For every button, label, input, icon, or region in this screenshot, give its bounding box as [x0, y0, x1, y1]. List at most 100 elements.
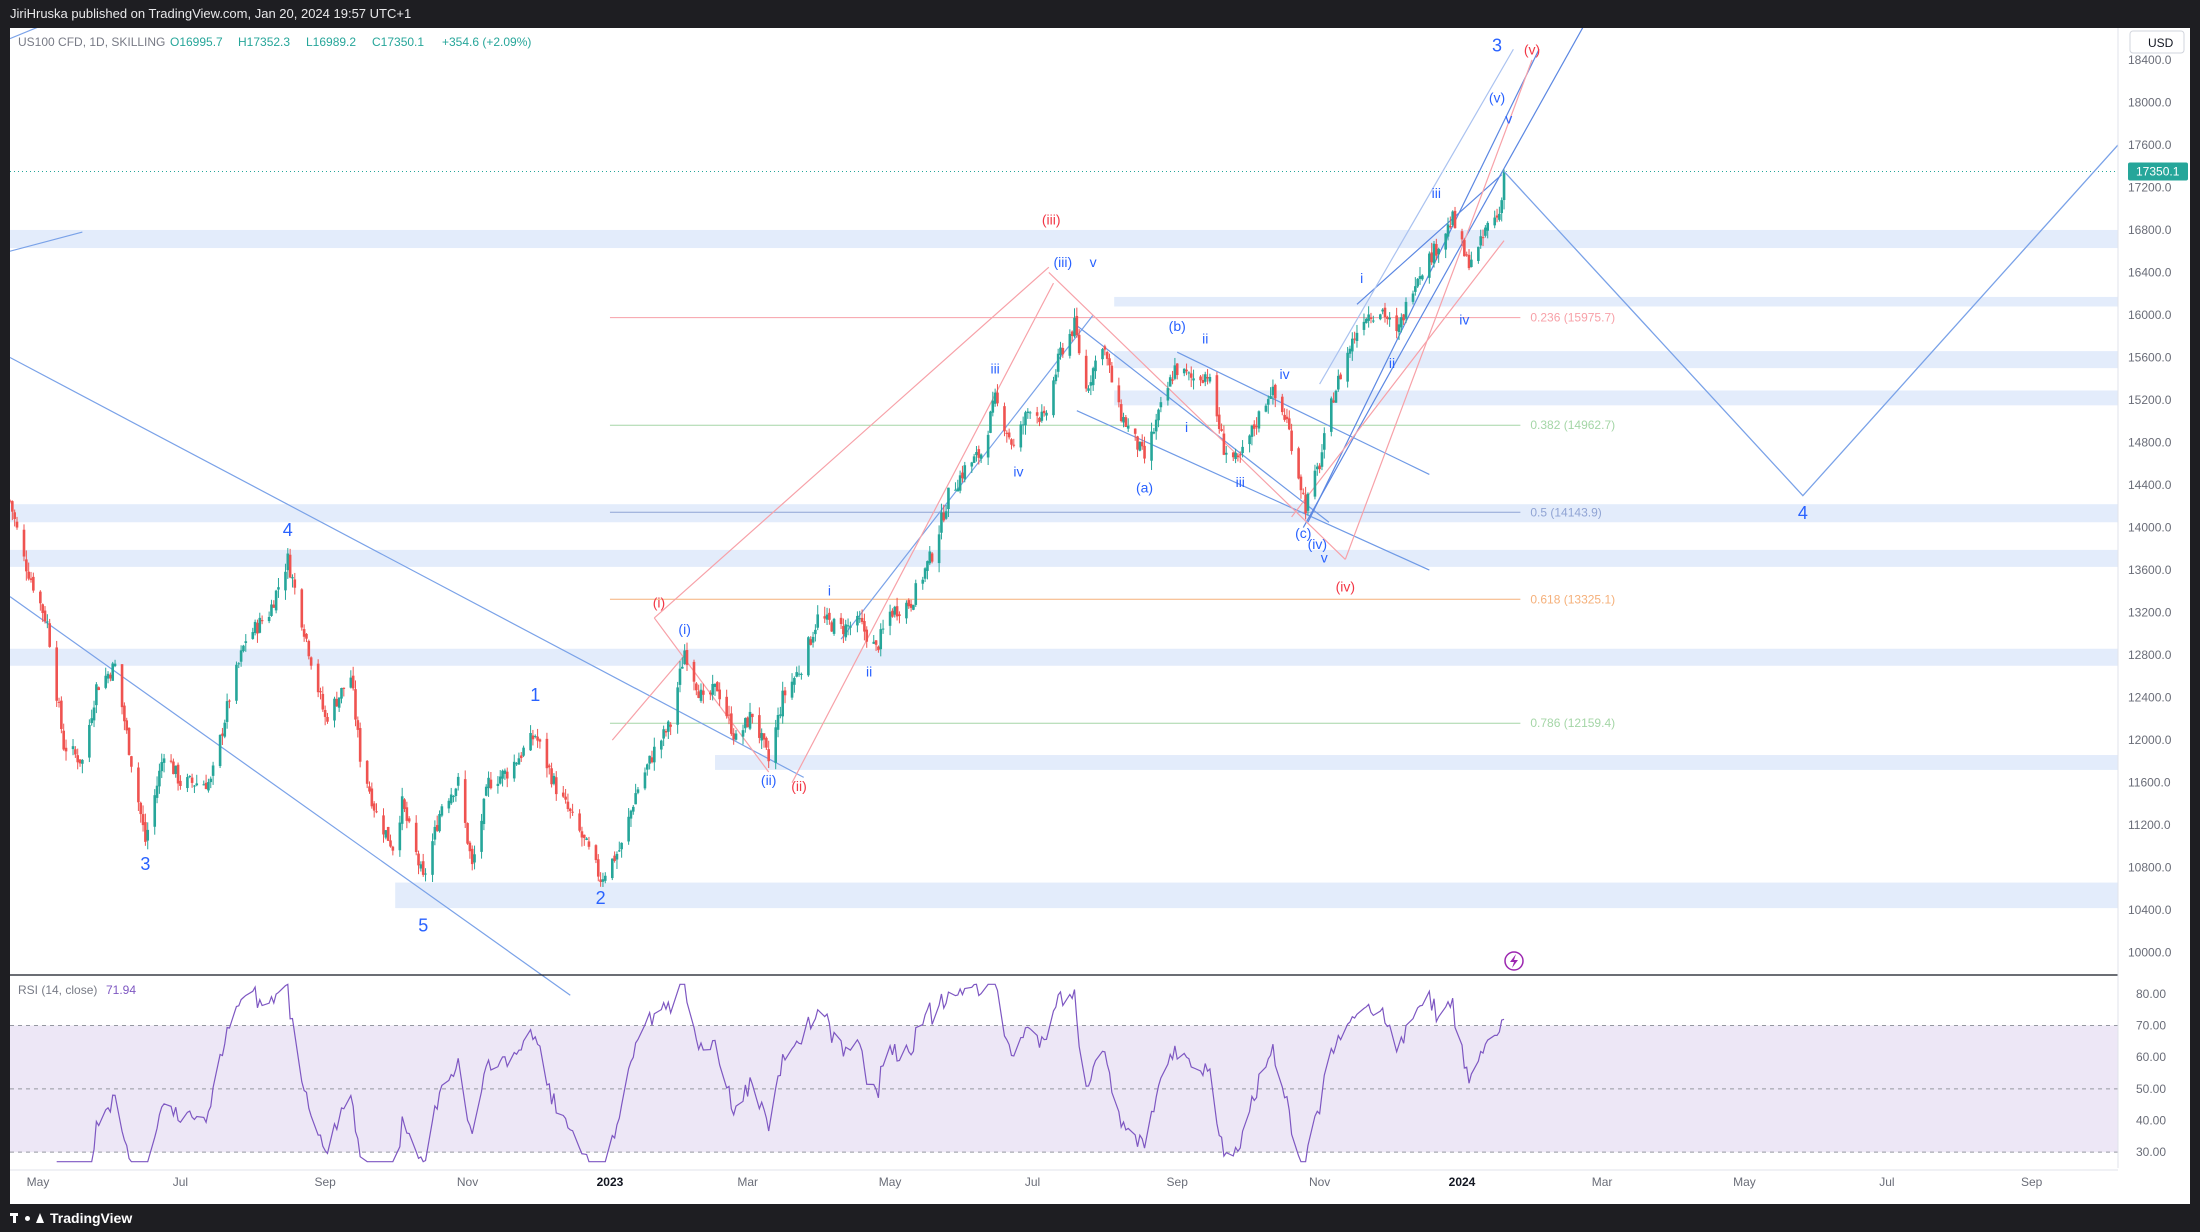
ohlc-open: O16995.7	[170, 35, 223, 49]
candle-body	[617, 850, 621, 852]
rsi-pane	[10, 983, 2118, 1163]
candle-body	[816, 614, 820, 628]
candle-body	[1453, 210, 1457, 229]
fib-label: 0.5 (14143.9)	[1530, 505, 1601, 519]
candle-body	[533, 736, 537, 738]
candle-body	[370, 788, 374, 807]
candle-body	[954, 489, 957, 491]
candle-body	[629, 810, 633, 819]
price-tick-label: 16000.0	[2128, 308, 2172, 322]
candle-body	[601, 879, 605, 882]
candle-body	[923, 568, 927, 579]
candle-body	[1255, 426, 1258, 428]
candle-body	[1248, 435, 1251, 445]
trend-line	[611, 654, 686, 741]
candle-body	[800, 673, 803, 675]
ohlc-change: +354.6 (+2.09%)	[442, 35, 531, 49]
candle-body	[662, 729, 665, 739]
candle-body	[956, 488, 960, 492]
candle-body	[11, 501, 14, 512]
candle-body	[580, 831, 584, 838]
candle-body	[561, 792, 565, 797]
candle-body	[697, 691, 700, 698]
fib-label: 0.236 (15975.7)	[1530, 311, 1615, 325]
candle-body	[64, 747, 68, 752]
candle-body	[1182, 368, 1186, 374]
candle-body	[1271, 386, 1275, 396]
time-tick-label: Mar	[1592, 1175, 1613, 1189]
candle-body	[1028, 412, 1032, 414]
candle-body	[1351, 338, 1354, 352]
candle-body	[846, 625, 850, 627]
candle-body	[718, 689, 721, 700]
price-tick-label: 11600.0	[2128, 776, 2171, 790]
candle-body	[830, 622, 834, 632]
rsi-tick-label: 70.00	[2136, 1019, 2166, 1033]
wave-label: (ii)	[761, 772, 777, 788]
candle-body	[1449, 225, 1452, 228]
candle-body	[1077, 334, 1081, 354]
candle-body	[186, 777, 189, 789]
time-tick-label: May	[879, 1175, 902, 1189]
candle-body	[977, 449, 981, 458]
candle-body	[695, 683, 698, 691]
candle-body	[158, 770, 161, 787]
candle-body	[839, 617, 843, 624]
candle-body	[139, 802, 143, 815]
candle-body	[46, 621, 49, 623]
candle-body	[1397, 324, 1401, 333]
candle-body	[1386, 316, 1389, 319]
candle-body	[1103, 346, 1107, 350]
chart-svg[interactable]: 0.236 (15975.7) 0.382 (14962.7) 0.5 (14143…	[10, 28, 2190, 1204]
candle-body	[1122, 417, 1125, 423]
tradingview-logo[interactable]: TradingView	[10, 1204, 132, 1232]
currency-button[interactable]	[2129, 30, 2185, 54]
candle-body	[1143, 445, 1146, 459]
candle-body	[256, 622, 259, 634]
wave-label: 1	[530, 685, 540, 705]
candle-body	[480, 820, 483, 852]
candle-body	[1355, 332, 1359, 342]
candle-body	[627, 816, 630, 842]
candle-body	[482, 798, 486, 825]
wave-label: (a)	[1136, 479, 1153, 495]
candle-body	[223, 722, 227, 737]
candle-body	[284, 571, 287, 591]
time-tick-label: 2023	[597, 1175, 624, 1189]
candle-body	[669, 724, 672, 727]
candle-body	[1010, 439, 1013, 445]
candle-body	[302, 629, 306, 637]
wave-label: i	[828, 583, 831, 599]
candle-body	[1241, 446, 1244, 454]
trend-line	[10, 231, 83, 252]
candle-body	[470, 848, 474, 865]
candle-body	[1040, 411, 1044, 421]
price-tick-label: 14400.0	[2128, 478, 2172, 492]
candle-body	[522, 747, 525, 756]
candle-body	[1070, 331, 1074, 337]
candle-body	[272, 604, 276, 608]
candle-body	[447, 800, 451, 809]
candle-body	[709, 692, 712, 695]
candle-body	[751, 713, 754, 718]
candle-body	[1042, 410, 1046, 414]
candle-body	[921, 579, 925, 584]
chart-frame[interactable]: 0.236 (15975.7) 0.382 (14962.7) 0.5 (14143…	[10, 28, 2190, 1204]
candle-body	[1203, 374, 1207, 382]
candle-body	[849, 626, 852, 628]
price-tick-label: 14000.0	[2128, 521, 2172, 535]
candle-body	[76, 755, 79, 763]
candle-body	[1451, 211, 1454, 226]
time-tick-label: Jul	[1025, 1175, 1040, 1189]
trend-channels	[10, 28, 1584, 996]
candle-body	[237, 663, 241, 665]
candle-body	[15, 521, 19, 528]
candle-body	[449, 794, 453, 804]
candle-body	[433, 826, 437, 840]
candle-body	[928, 551, 932, 564]
candle-body	[872, 641, 876, 644]
candle-body	[898, 614, 901, 616]
lightning-icon[interactable]	[1504, 951, 1524, 971]
candle-body	[972, 456, 976, 463]
candle-body	[702, 690, 705, 695]
